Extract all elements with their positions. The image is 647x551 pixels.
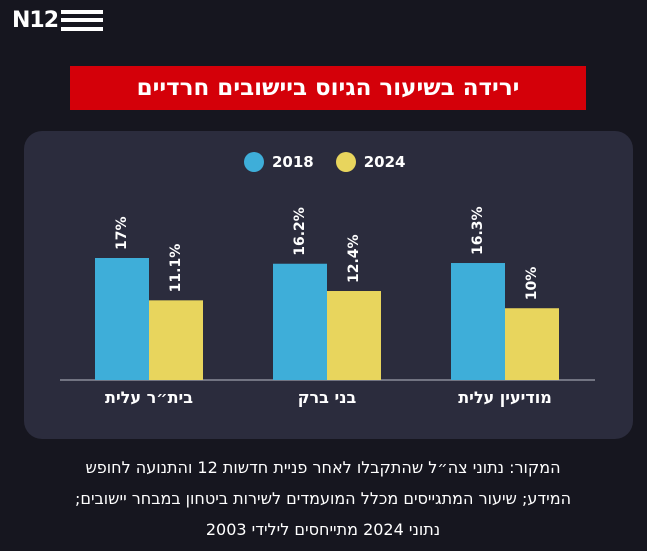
legend-dot-2018 [244, 152, 264, 172]
source-line-2: המידע; שיעור המתגייסים מכלל המועמדים לשי… [74, 489, 572, 508]
source-line-1: המקור: נתוני צה״ל שהתקבלו לאחר פניית חדש… [85, 458, 561, 477]
bar-2018-cat-1 [273, 263, 327, 380]
legend-item-2024: 2024 [335, 152, 406, 172]
category-label-1: בני ברק [298, 388, 357, 407]
category-label-0: מודיעין עלית [458, 388, 552, 407]
data-label-2018-cat-1: 16.2% [292, 207, 308, 256]
source-line-3: נתוני 2024 מתייחסים לילידי 2003 [205, 520, 441, 539]
legend-label-2024: 2024 [363, 153, 406, 171]
n12-logo: N12 [12, 7, 104, 33]
bar-2024-cat-2 [149, 300, 203, 380]
chart-title: ירידה בשיעור הגיוס ביישובים חרדיים [70, 66, 586, 110]
data-label-2024-cat-0: 10% [524, 267, 540, 301]
bar-2024-cat-1 [327, 291, 381, 380]
legend-item-2018: 2018 [244, 152, 314, 172]
bar-2018-cat-2 [95, 258, 149, 380]
data-label-2024-cat-1: 12.4% [346, 234, 362, 283]
source-note: המקור: נתוני צה״ל שהתקבלו לאחר פניית חדש… [40, 452, 606, 545]
legend-label-2018: 2018 [272, 153, 314, 171]
data-label-2024-cat-2: 11.1% [168, 244, 184, 293]
logo-text: N12 [12, 7, 59, 33]
legend-dot-2024 [335, 152, 356, 172]
logo-lines-icon [61, 9, 104, 31]
data-label-2018-cat-2: 17% [114, 216, 130, 250]
category-label-2: בית״ר עלית [105, 388, 193, 407]
bar-2018-cat-0 [451, 263, 505, 380]
data-label-2018-cat-0: 16.3% [470, 206, 486, 255]
bar-2024-cat-0 [505, 308, 559, 380]
chart-legend: 2018 2024 [244, 151, 428, 173]
